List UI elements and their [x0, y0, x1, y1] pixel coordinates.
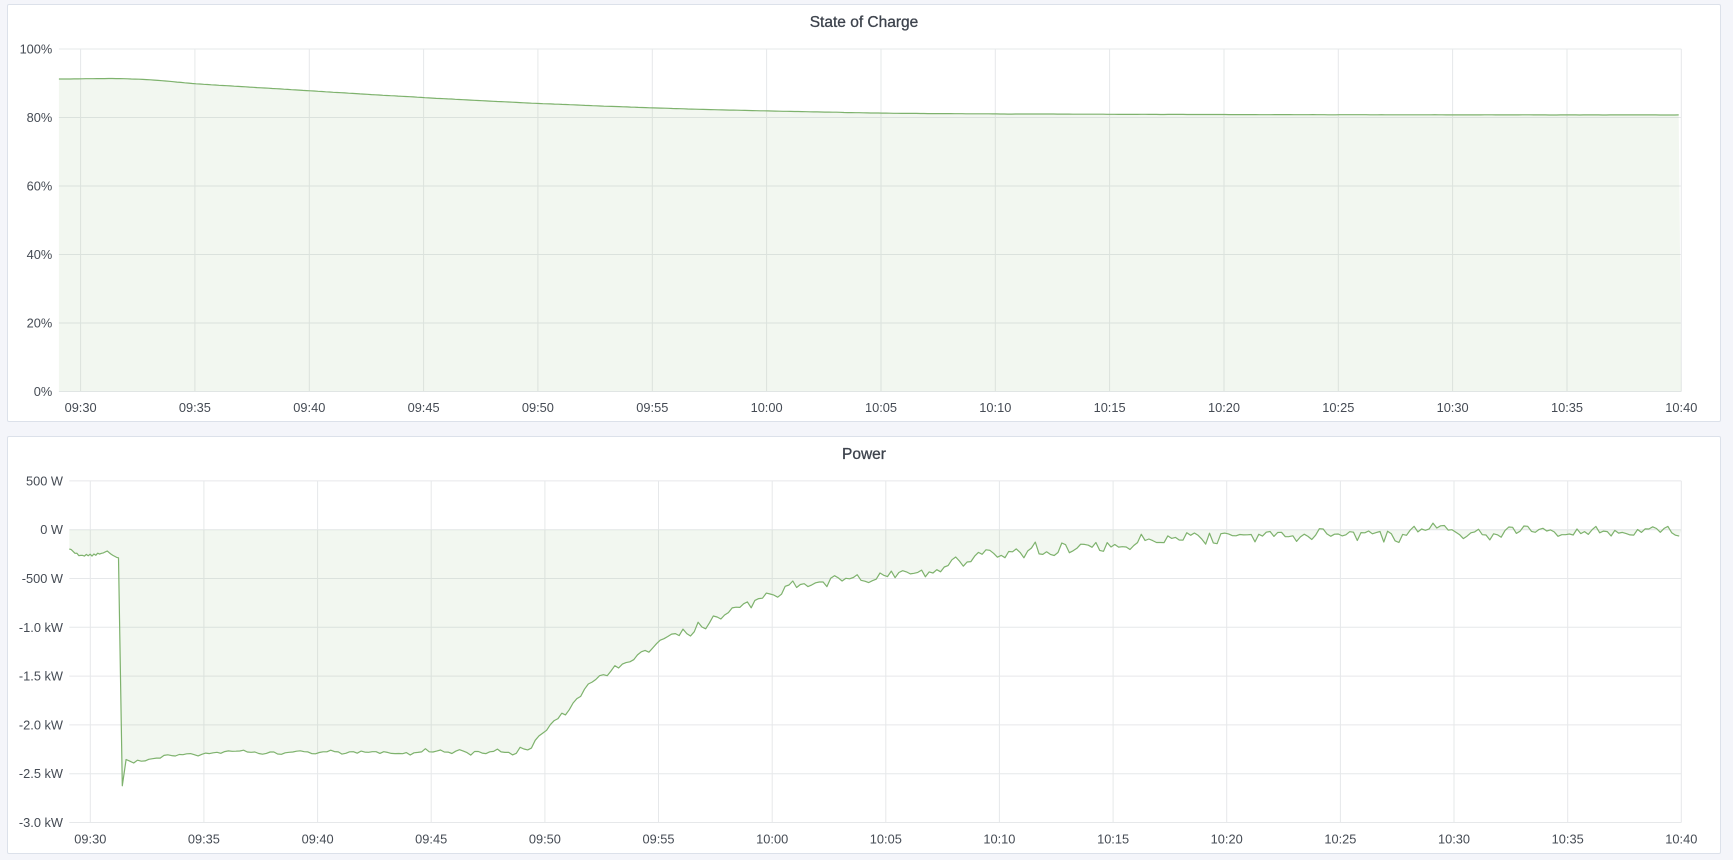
svg-text:-500 W: -500 W: [22, 571, 64, 586]
svg-text:09:45: 09:45: [408, 400, 440, 415]
svg-text:10:35: 10:35: [1552, 832, 1584, 847]
svg-text:09:35: 09:35: [188, 832, 220, 847]
svg-text:10:00: 10:00: [756, 832, 788, 847]
svg-text:09:50: 09:50: [522, 400, 554, 415]
svg-text:10:15: 10:15: [1094, 400, 1126, 415]
svg-text:09:45: 09:45: [415, 832, 447, 847]
svg-text:0 W: 0 W: [40, 522, 64, 537]
svg-text:09:30: 09:30: [65, 400, 97, 415]
svg-text:10:20: 10:20: [1208, 400, 1240, 415]
svg-text:10:20: 10:20: [1211, 832, 1243, 847]
svg-text:100%: 100%: [20, 42, 53, 57]
svg-text:10:35: 10:35: [1551, 400, 1583, 415]
svg-text:10:40: 10:40: [1665, 400, 1697, 415]
svg-text:Power: Power: [842, 446, 886, 463]
svg-text:09:40: 09:40: [293, 400, 325, 415]
svg-text:20%: 20%: [27, 316, 53, 331]
svg-text:80%: 80%: [27, 110, 53, 125]
svg-text:09:35: 09:35: [179, 400, 211, 415]
svg-text:10:30: 10:30: [1437, 400, 1469, 415]
svg-text:10:00: 10:00: [751, 400, 783, 415]
svg-text:0%: 0%: [34, 384, 53, 399]
svg-text:10:05: 10:05: [865, 400, 897, 415]
svg-text:10:30: 10:30: [1438, 832, 1470, 847]
svg-text:09:55: 09:55: [636, 400, 668, 415]
svg-text:-1.0 kW: -1.0 kW: [19, 620, 64, 635]
svg-text:500 W: 500 W: [26, 473, 64, 488]
svg-text:10:10: 10:10: [979, 400, 1011, 415]
svg-text:10:25: 10:25: [1324, 832, 1356, 847]
svg-text:09:30: 09:30: [74, 832, 106, 847]
svg-text:60%: 60%: [27, 179, 53, 194]
svg-text:10:05: 10:05: [870, 832, 902, 847]
svg-text:-2.5 kW: -2.5 kW: [19, 766, 64, 781]
svg-text:10:40: 10:40: [1665, 832, 1697, 847]
svg-text:40%: 40%: [27, 247, 53, 262]
svg-text:09:40: 09:40: [302, 832, 334, 847]
svg-text:-1.5 kW: -1.5 kW: [19, 669, 64, 684]
svg-text:10:25: 10:25: [1322, 400, 1354, 415]
svg-text:-2.0 kW: -2.0 kW: [19, 717, 64, 732]
svg-text:09:50: 09:50: [529, 832, 561, 847]
svg-text:State of Charge: State of Charge: [810, 14, 919, 31]
svg-text:10:10: 10:10: [983, 832, 1015, 847]
svg-text:09:55: 09:55: [642, 832, 674, 847]
svg-text:-3.0 kW: -3.0 kW: [19, 815, 64, 830]
svg-text:10:15: 10:15: [1097, 832, 1129, 847]
